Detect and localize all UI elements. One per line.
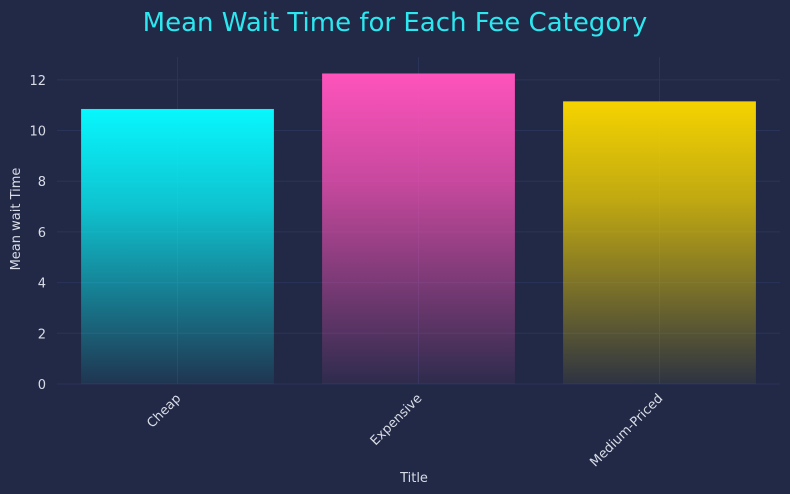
x-tick-label: Cheap (144, 391, 184, 431)
chart-title: Mean Wait Time for Each Fee Category (143, 8, 648, 38)
y-tick-label: 0 (38, 378, 46, 393)
bar-cheap (81, 108, 274, 384)
bar-medium-priced (563, 101, 756, 384)
x-axis-ticks: Cheap Expensive Medium-Priced (144, 391, 666, 470)
y-axis-label: Mean wait Time (9, 168, 24, 271)
y-tick-label: 6 (38, 226, 46, 241)
y-tick-label: 4 (38, 277, 46, 292)
y-tick-label: 8 (38, 175, 46, 190)
bars (81, 73, 756, 384)
x-tick-label: Expensive (368, 391, 426, 449)
bar-expensive (322, 73, 515, 384)
x-tick-label: Medium-Priced (587, 391, 666, 470)
x-axis-label: Title (399, 471, 428, 486)
y-axis-ticks: 0 2 4 6 8 10 12 (29, 74, 46, 393)
y-tick-label: 2 (38, 327, 46, 342)
y-tick-label: 10 (29, 125, 46, 140)
y-tick-label: 12 (29, 74, 46, 89)
